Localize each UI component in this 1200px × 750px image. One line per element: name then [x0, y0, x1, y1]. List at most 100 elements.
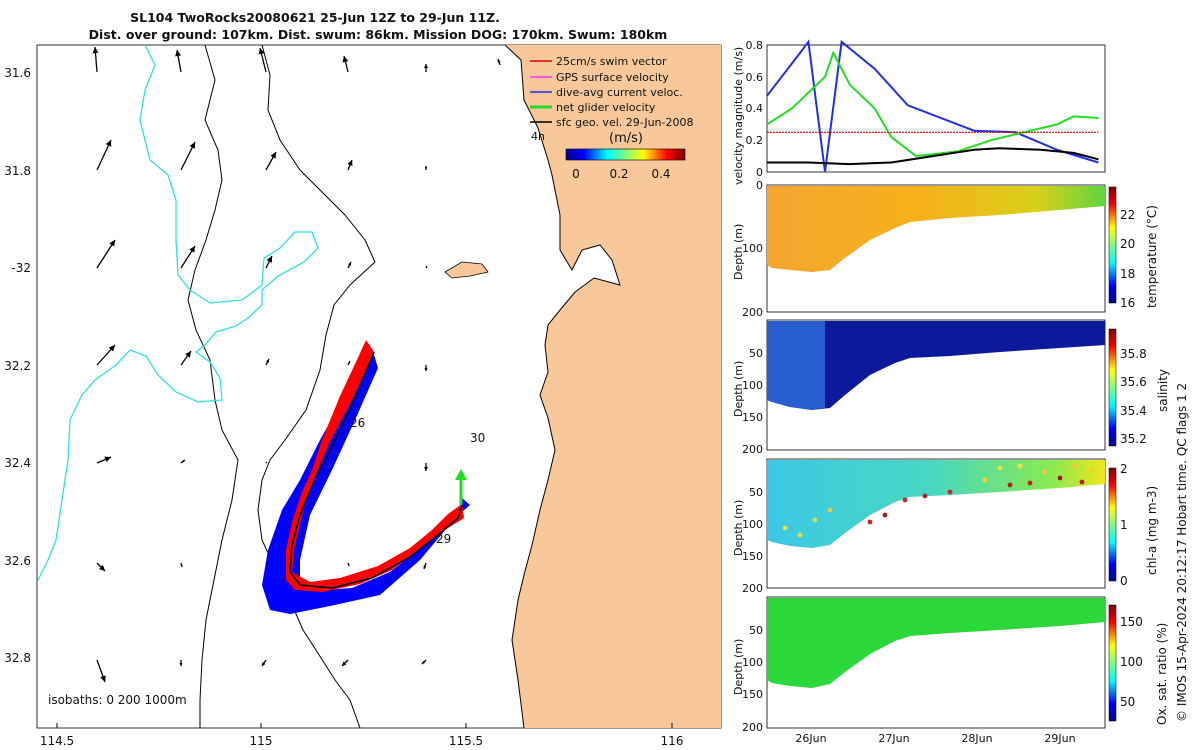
- depth-tick: 100: [742, 379, 763, 392]
- depth-tick: 100: [742, 242, 763, 255]
- velocity-arrow-head: [422, 661, 425, 664]
- temperature-panel: 0 100 200 Depth (m) 16 18 20 22 temperat…: [732, 179, 1159, 319]
- temp-cb-tick: 22: [1120, 208, 1135, 222]
- chl-cb-tick: 1: [1120, 518, 1128, 532]
- depth-tick: 50: [749, 486, 763, 499]
- map-x-tick: 116: [661, 734, 684, 748]
- depth-tick: 100: [742, 518, 763, 531]
- vel-y-tick: 0.6: [746, 71, 764, 84]
- legend-label: GPS surface velocity: [556, 71, 669, 84]
- salinity-panel: 50 100 150 200 Depth (m) 35.2 35.4 35.6 …: [732, 319, 1170, 456]
- map-y-tick: 32.8: [4, 651, 31, 665]
- chl-sample: [947, 489, 953, 495]
- velocity-arrow-head: [423, 565, 427, 569]
- temp-colorbar: [1108, 186, 1117, 304]
- velocity-arrow-head: [425, 166, 427, 168]
- depth-tick: 200: [742, 582, 763, 595]
- depth-label: Depth (m): [732, 639, 745, 695]
- ox-cb-tick: 150: [1120, 615, 1143, 629]
- sfc-geo-velocity-arrows: [92, 46, 501, 683]
- velocity-arrow-head: [497, 59, 501, 63]
- velocity-arrow-head: [185, 351, 191, 358]
- temp-cb-label: temperature (°C): [1145, 205, 1159, 308]
- footer-credit: © IMOS 15-Apr-2024 20:12:17 Hobart time.…: [1175, 383, 1189, 722]
- vel-y-label: velocity magnitude (m/s): [732, 47, 745, 185]
- chl-sample: [1089, 467, 1095, 473]
- map-day-label-29: 29: [436, 532, 451, 546]
- vel-y-tick: 0.8: [746, 39, 764, 52]
- chl-sample: [1072, 463, 1078, 469]
- chlorophyll-panel: 50 100 150 200 Depth (m) 0 1 2 chl-a (mg…: [732, 458, 1159, 595]
- map-day-label-30: 30: [470, 431, 485, 445]
- chl-sample: [797, 532, 803, 538]
- sal-colorbar: [1108, 328, 1117, 447]
- map-land: [505, 45, 721, 728]
- title-line-1: SL104 TwoRocks20080621 25-Jun 12Z to 29-…: [130, 10, 500, 25]
- isobath-cyan: [37, 45, 319, 581]
- map-legend: 25cm/s swim vector GPS surface velocity …: [530, 55, 693, 181]
- legend-label: dive-avg current veloc.: [556, 86, 683, 99]
- depth-tick: 0: [756, 179, 763, 192]
- isobath-200: [257, 45, 376, 728]
- time-x-tick: 27Jun: [878, 732, 909, 745]
- colorbar-tick: 0.4: [651, 167, 670, 181]
- map-day-label-26: 26: [350, 416, 365, 430]
- chl-sample: [812, 517, 818, 523]
- chl-sample: [982, 477, 988, 483]
- legend-label: sfc geo. vel. 29-Jun-2008: [556, 116, 693, 129]
- depth-label: Depth (m): [732, 361, 745, 417]
- map-coastline: [504, 45, 621, 728]
- map-y-tick: 32.6: [4, 554, 31, 568]
- sal-section-west: [767, 321, 825, 410]
- chl-cb-label: chl-a (mg m-3): [1145, 486, 1159, 575]
- chl-section: [767, 460, 1105, 548]
- time-x-tick: 28Jun: [961, 732, 992, 745]
- depth-tick: 150: [742, 550, 763, 563]
- net-glider-velocity-arrow-head: [455, 469, 467, 480]
- sal-section: [767, 321, 1105, 410]
- chl-sample: [1042, 469, 1048, 475]
- map-y-axis: 31.6 31.8 -32 32.2 32.4 32.6 32.8: [4, 66, 31, 665]
- velocity-arrow-head: [266, 359, 269, 363]
- map-y-tick: -32: [11, 261, 31, 275]
- chl-sample: [782, 525, 788, 531]
- ox-section: [767, 598, 1105, 688]
- map-y-tick: 32.4: [4, 456, 31, 470]
- map-panel: 26 29 30 114.5 115 115.5 116 31.6 31.8 -…: [4, 44, 722, 748]
- colorbar-tick: 0: [572, 167, 580, 181]
- depth-tick: 200: [742, 721, 763, 734]
- track-current-band: [262, 348, 470, 614]
- ox-cb-label: Ox. sat. ratio (%): [1155, 623, 1169, 725]
- depth-tick: 100: [742, 656, 763, 669]
- depth-label: Depth (m): [732, 500, 745, 556]
- oxygen-panel: 50 100 150 200 Depth (m) 50 100 150 Ox. …: [732, 596, 1169, 745]
- velocity-arrow-head: [266, 256, 272, 263]
- velocity-arrow-head: [266, 462, 267, 463]
- sal-cb-tick: 35.4: [1120, 404, 1147, 418]
- velocity-line: [766, 39, 1099, 173]
- speed-colorbar: [565, 148, 686, 161]
- sal-cb-label: salinity: [1156, 369, 1170, 412]
- chl-high-values: [782, 463, 1095, 538]
- map-x-tick: 114.5: [40, 734, 74, 748]
- velocity-arrow-head: [266, 563, 267, 564]
- velocity-arrow-head: [180, 564, 183, 567]
- velocity-arrow-head: [347, 160, 353, 166]
- temp-cb-tick: 18: [1120, 267, 1135, 281]
- legend-extra: 4h: [531, 130, 545, 143]
- temp-cb-tick: 16: [1120, 296, 1135, 310]
- map-y-tick: 31.6: [4, 66, 31, 80]
- depth-tick: 150: [742, 411, 763, 424]
- velocity-arrow-head: [189, 142, 195, 149]
- velocity-arrow-head: [424, 368, 428, 371]
- vel-y-tick: 0: [756, 166, 763, 179]
- velocity-arrow-head: [175, 50, 182, 57]
- velocity-arrow-head: [179, 663, 183, 666]
- velocity-arrow-head: [342, 661, 347, 666]
- map-x-axis: 114.5 115 115.5 116: [40, 723, 684, 748]
- depth-tick: 200: [742, 306, 763, 319]
- temp-section: [767, 186, 1105, 272]
- map-y-tick: 32.2: [4, 359, 31, 373]
- depth-tick: 50: [749, 347, 763, 360]
- depth-tick: 200: [742, 443, 763, 456]
